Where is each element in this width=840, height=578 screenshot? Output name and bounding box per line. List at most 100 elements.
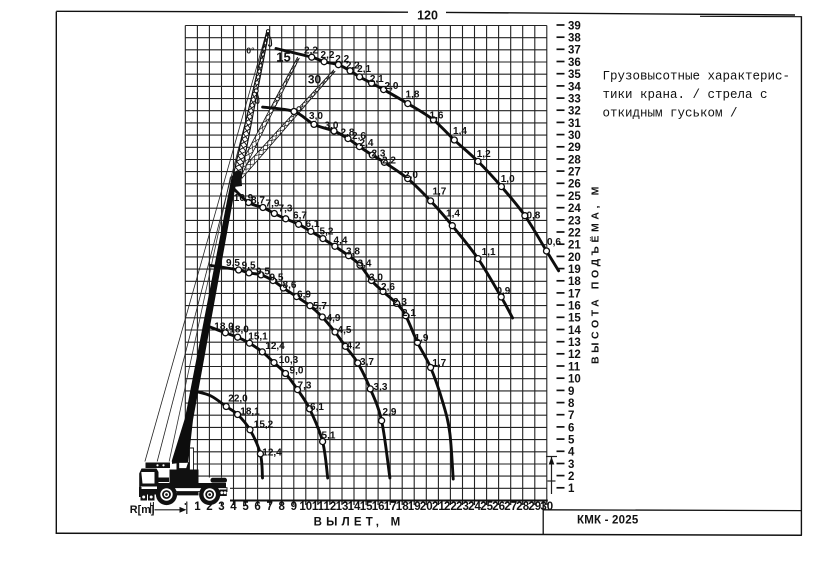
svg-text:9,5: 9,5 — [242, 261, 256, 272]
svg-text:3,0: 3,0 — [325, 121, 339, 132]
svg-text:31: 31 — [568, 118, 581, 130]
svg-text:12,4: 12,4 — [262, 447, 282, 458]
svg-text:12: 12 — [568, 349, 581, 361]
svg-text:15: 15 — [360, 501, 373, 513]
svg-text:2,0: 2,0 — [385, 81, 399, 92]
svg-text:23: 23 — [568, 215, 581, 227]
svg-text:8: 8 — [278, 501, 285, 513]
svg-text:20: 20 — [568, 252, 581, 264]
svg-text:21: 21 — [432, 501, 445, 513]
svg-text:7,3: 7,3 — [298, 381, 312, 392]
svg-text:8,6: 8,6 — [283, 280, 297, 291]
svg-text:19: 19 — [568, 264, 581, 276]
svg-text:5,1: 5,1 — [322, 430, 336, 441]
svg-text:17: 17 — [568, 288, 581, 300]
svg-text:2,1: 2,1 — [370, 74, 384, 85]
svg-text:5,7: 5,7 — [313, 301, 327, 312]
svg-text:7: 7 — [568, 410, 574, 422]
svg-text:9,0: 9,0 — [290, 366, 304, 377]
svg-text:26: 26 — [492, 501, 505, 513]
svg-text:19: 19 — [408, 501, 421, 513]
svg-text:36: 36 — [568, 57, 581, 69]
svg-text:18: 18 — [568, 276, 581, 288]
svg-text:3,8: 3,8 — [346, 247, 360, 258]
svg-text:34: 34 — [568, 81, 581, 93]
svg-text:2,6: 2,6 — [352, 131, 366, 142]
svg-text:2,3: 2,3 — [372, 148, 386, 159]
svg-text:16: 16 — [568, 301, 581, 313]
svg-text:6,9: 6,9 — [297, 290, 311, 301]
svg-text:1: 1 — [194, 501, 201, 513]
svg-text:0°: 0° — [246, 46, 255, 56]
svg-text:10,9: 10,9 — [234, 193, 254, 204]
svg-text:6: 6 — [568, 422, 574, 434]
svg-text:23: 23 — [456, 501, 469, 513]
svg-text:2,0: 2,0 — [404, 170, 418, 181]
svg-text:21: 21 — [568, 240, 581, 252]
svg-text:2,4: 2,4 — [360, 138, 374, 149]
svg-text:9: 9 — [568, 386, 574, 398]
svg-text:3: 3 — [568, 459, 574, 471]
svg-text:5,2: 5,2 — [320, 227, 334, 238]
svg-text:30: 30 — [308, 73, 322, 87]
svg-text:6,1: 6,1 — [310, 402, 324, 413]
svg-text:2: 2 — [206, 501, 212, 513]
svg-text:3,3: 3,3 — [374, 382, 388, 393]
svg-text:9,5: 9,5 — [226, 258, 240, 269]
svg-text:18,1: 18,1 — [240, 407, 260, 418]
svg-text:30: 30 — [540, 501, 553, 513]
svg-text:15,2: 15,2 — [254, 420, 274, 431]
svg-text:12,4: 12,4 — [265, 341, 285, 352]
svg-text:2,2: 2,2 — [304, 45, 318, 56]
svg-text:15: 15 — [276, 50, 290, 65]
svg-text:ВЫСОТА ПОДЪЁМА, М: ВЫСОТА ПОДЪЁМА, М — [589, 183, 602, 364]
svg-text:10: 10 — [568, 374, 581, 386]
svg-text:25: 25 — [480, 501, 493, 513]
svg-text:2,6: 2,6 — [381, 282, 395, 293]
svg-text:3,0: 3,0 — [309, 111, 323, 122]
svg-text:32: 32 — [568, 106, 581, 118]
svg-text:6,1: 6,1 — [306, 219, 320, 230]
svg-text:16: 16 — [372, 501, 385, 513]
svg-text:2,2: 2,2 — [335, 54, 349, 65]
svg-text:33: 33 — [568, 94, 581, 106]
svg-text:1,7: 1,7 — [432, 358, 446, 369]
svg-text:22: 22 — [568, 227, 581, 239]
svg-text:29: 29 — [568, 142, 581, 154]
svg-text:120: 120 — [417, 9, 438, 23]
svg-text:35: 35 — [568, 69, 581, 81]
svg-text:11: 11 — [568, 361, 581, 373]
svg-text:2,2: 2,2 — [321, 50, 335, 61]
svg-text:14: 14 — [348, 501, 361, 513]
svg-text:3,4: 3,4 — [358, 259, 372, 270]
svg-text:13: 13 — [568, 337, 581, 349]
svg-text:7: 7 — [266, 501, 272, 513]
svg-text:5: 5 — [242, 501, 249, 513]
svg-text:9,5: 9,5 — [256, 267, 270, 278]
svg-text:27: 27 — [504, 501, 517, 513]
svg-text:37: 37 — [568, 45, 581, 57]
svg-text:2,1: 2,1 — [357, 64, 371, 75]
svg-text:0,8: 0,8 — [526, 211, 540, 222]
svg-text:5: 5 — [568, 435, 575, 447]
svg-text:2,8: 2,8 — [341, 127, 355, 138]
svg-text:4,9: 4,9 — [327, 313, 341, 324]
svg-text:2: 2 — [568, 471, 574, 483]
svg-text:2,2: 2,2 — [346, 61, 360, 72]
svg-text:1: 1 — [568, 483, 575, 495]
svg-text:22: 22 — [444, 501, 457, 513]
svg-text:10: 10 — [299, 501, 312, 513]
svg-text:откидным гуськом /: откидным гуськом / — [603, 107, 738, 121]
svg-text:9,5: 9,5 — [270, 273, 284, 284]
svg-text:1,7: 1,7 — [432, 186, 446, 197]
svg-text:7,3: 7,3 — [279, 204, 293, 215]
svg-text:3,0: 3,0 — [369, 273, 383, 284]
svg-text:2,3: 2,3 — [393, 297, 407, 308]
svg-text:22,0: 22,0 — [228, 394, 248, 405]
svg-text:1,4: 1,4 — [453, 126, 467, 137]
svg-text:17: 17 — [384, 501, 397, 513]
svg-text:6,7: 6,7 — [293, 210, 307, 221]
svg-text:30: 30 — [568, 130, 581, 142]
svg-text:тики крана. / стрела с: тики крана. / стрела с — [603, 88, 768, 102]
svg-text:1,2: 1,2 — [477, 149, 491, 160]
